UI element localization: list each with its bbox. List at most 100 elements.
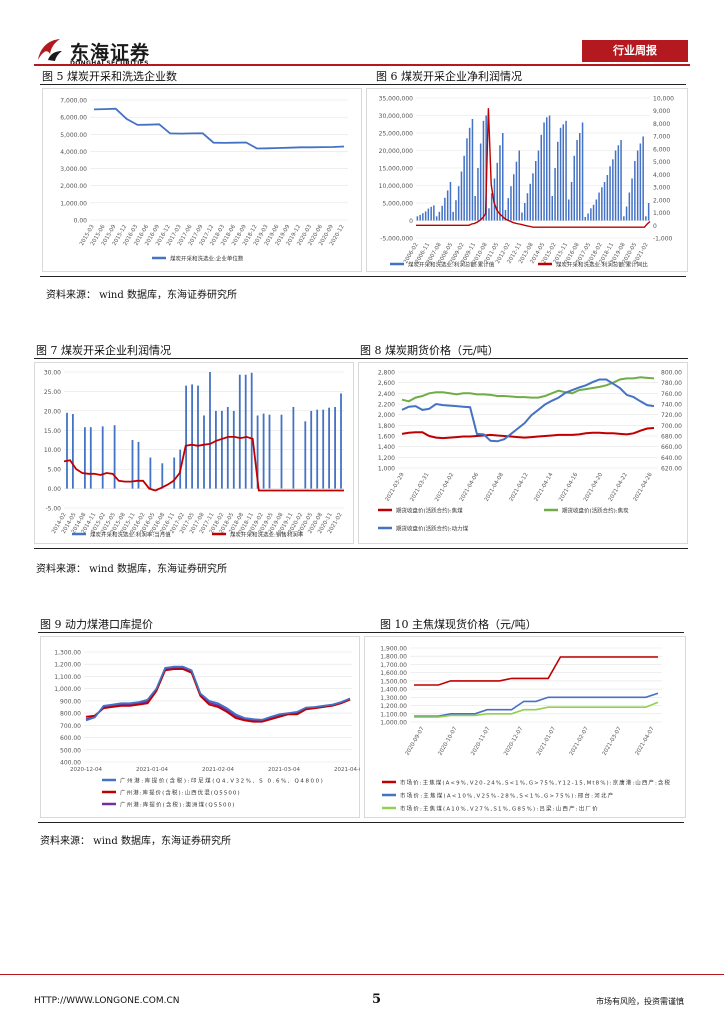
profit-bar <box>452 211 454 221</box>
profit-margin-bar <box>310 410 313 489</box>
report-type-badge: 行业周报 <box>582 40 688 62</box>
legend-label: 市场价:主焦煤(A10%,V27%,S1%,G85%):吕梁:山西产:出厂价 <box>400 805 598 813</box>
profit-bar <box>468 127 471 221</box>
profit-bar <box>460 171 463 221</box>
y-tick-label: 1,600.00 <box>380 670 407 677</box>
footer-rule <box>0 974 724 975</box>
x-tick-label: 2021-04-20 <box>583 472 604 503</box>
y2-tick-label: 660.00 <box>661 444 682 451</box>
y-tick-label: 400.00 <box>60 760 81 767</box>
y-tick-label: 2,000 <box>378 412 395 419</box>
profit-margin-bar <box>304 421 307 489</box>
profit-bar <box>463 155 465 221</box>
profit-margin-bar <box>322 409 325 489</box>
fig-title-rule-3 <box>38 632 684 633</box>
profit-bar <box>573 155 576 221</box>
y2-tick-label: 6,000 <box>653 146 670 153</box>
profit-bar <box>438 211 441 221</box>
fig-title-rule-2 <box>34 358 688 359</box>
profit-bar <box>427 208 430 221</box>
profit-bar <box>576 140 578 221</box>
profit-margin-bar <box>66 412 68 489</box>
profit-bar <box>446 190 449 221</box>
y-tick-label: 1,000.00 <box>380 720 407 727</box>
profit-bar <box>565 120 567 221</box>
legend-label: 煤炭开采和洗选业:利润总额:累计同比 <box>556 261 648 269</box>
x-tick-label: 2021-04-07 <box>635 726 656 757</box>
legend-label: 煤炭开采和洗选业:利润总额:累计值 <box>408 261 495 269</box>
legend-label: 市场价:主焦煤(A<9%,V20-24%,S<1%,G>75%,Y12-15,M… <box>400 779 670 787</box>
y-tick-label: 1,100.00 <box>380 711 407 718</box>
profit-bar <box>554 168 556 221</box>
y-tick-label: 0 <box>409 218 413 225</box>
x-tick-label: 2020-12-07 <box>503 726 524 757</box>
profit-bar <box>419 214 421 221</box>
profit-bar <box>526 193 529 221</box>
fig5-chart: 7,000.00 6,000.00 5,000.00 4,000.00 3,000.00… <box>42 88 362 272</box>
y-tick-label: 10.00 <box>44 447 61 454</box>
y-tick-label: 2,600 <box>378 380 395 387</box>
footer-url[interactable]: HTTP://WWW.LONGONE.COM.CN <box>34 996 180 1006</box>
x-tick-label: 2020-10-07 <box>437 726 458 757</box>
profit-margin-bar <box>221 410 223 489</box>
y-tick-label: 1,400 <box>378 444 395 451</box>
profit-margin-bar <box>161 463 164 489</box>
coking-coal-price-line <box>414 656 658 686</box>
y-tick-label: 5,000.00 <box>60 132 87 139</box>
chart-frame <box>366 88 688 272</box>
profit-margin-bar <box>137 441 140 489</box>
legend-label: 广州港:库提价(含税):山西优混(Q5500) <box>120 789 240 797</box>
logo-mark-icon <box>38 39 62 61</box>
legend-label: 广州港:库提价(含税):印尼煤(Q4,V32%, S 0.6%, Q4800) <box>120 777 323 785</box>
profit-margin-bar <box>173 457 176 489</box>
y-tick-label: 2,000.00 <box>60 183 87 190</box>
profit-margin-bar <box>131 440 134 489</box>
fig5-title: 图 5 煤炭开采和洗选企业数 <box>42 70 177 83</box>
legend-label: 煤炭开采和洗选业:利润率:当月值 <box>90 531 171 539</box>
profit-margin-bar <box>72 414 74 489</box>
series-line-enterprises <box>93 107 345 150</box>
page-number: 5 <box>372 992 382 1007</box>
y-tick-label: 900.00 <box>60 698 81 705</box>
legend-label: 广州港:库提价(含税):澳洲煤(Q5500) <box>120 801 234 809</box>
y-tick-label: 10,000,000 <box>379 183 414 190</box>
y2-tick-label: 8,000 <box>653 121 670 128</box>
port-price-line <box>85 666 351 722</box>
y-tick-label: 1,000 <box>378 466 395 473</box>
y-tick-label: 600.00 <box>60 735 81 742</box>
source-note-1: 资料来源： wind 数据库，东海证券研究所 <box>46 290 237 301</box>
profit-bar <box>617 145 620 221</box>
profit-margin-bar <box>262 413 265 489</box>
chart-frame <box>42 88 362 272</box>
port-price-line <box>85 665 351 722</box>
y-tick-label: 1,400.00 <box>380 687 407 694</box>
chart-frame <box>34 362 354 544</box>
profit-bar <box>441 205 443 221</box>
profit-bar <box>518 150 521 221</box>
y2-tick-label: 740.00 <box>661 402 682 409</box>
y-tick-label: 7,000.00 <box>60 98 87 105</box>
profit-bar <box>433 205 435 221</box>
source-note-2: 资料来源： wind 数据库，东海证券研究所 <box>36 564 227 575</box>
profit-margin-bar <box>113 425 116 489</box>
y-tick-label: 700.00 <box>60 723 81 730</box>
profit-bar <box>466 138 468 221</box>
profit-margin-bar <box>232 410 235 489</box>
profit-bar <box>535 161 537 221</box>
y2-tick-label: 2,000 <box>653 197 670 204</box>
profit-bar <box>603 182 606 221</box>
profit-margin-bar <box>280 414 283 489</box>
legend-label: 煤炭开采和洗选业:销售利润率 <box>230 531 304 539</box>
x-tick-label: 2020-12-04 <box>70 767 102 773</box>
y-tick-label: 1,000.00 <box>54 686 81 693</box>
profit-bar <box>482 120 485 221</box>
logo: 东海证券 DONGHAI SECURITIES <box>34 36 174 67</box>
x-tick-label: 2021-01-04 <box>136 767 168 773</box>
y-tick-label: 3,000.00 <box>60 166 87 173</box>
profit-margin-bar <box>209 372 211 489</box>
profit-bar <box>625 206 628 221</box>
footer-disclaimer: 市场有风险，投资需谨慎 <box>596 997 684 1006</box>
profit-bar <box>515 161 518 221</box>
profit-bar <box>521 212 523 221</box>
profit-bar <box>590 208 592 221</box>
